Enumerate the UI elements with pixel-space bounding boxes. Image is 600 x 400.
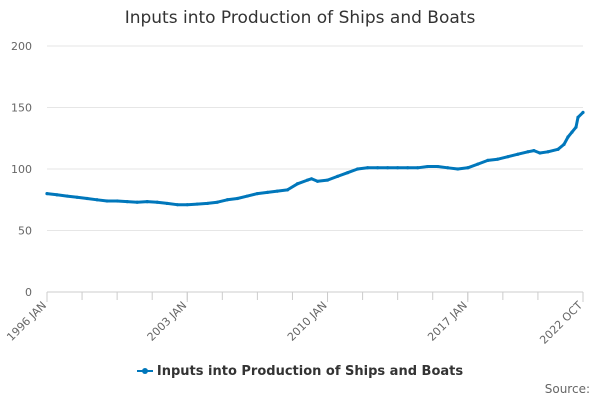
data-point[interactable] [215, 200, 219, 204]
data-point[interactable] [576, 115, 580, 119]
x-tick-label: 2017 JAN [425, 299, 470, 344]
data-point[interactable] [355, 167, 360, 171]
data-point[interactable] [295, 182, 300, 186]
x-tick-label: 2022 OCT [537, 299, 585, 347]
data-point[interactable] [581, 110, 585, 115]
data-point[interactable] [145, 199, 149, 204]
data-point[interactable] [255, 192, 259, 196]
data-point[interactable] [345, 171, 350, 175]
data-point[interactable] [175, 203, 179, 207]
grid-lines [47, 45, 583, 293]
y-tick-label: 200 [11, 40, 32, 53]
data-point[interactable] [285, 188, 290, 192]
data-point[interactable] [416, 166, 420, 170]
data-point[interactable] [95, 198, 99, 202]
data-point[interactable] [305, 178, 310, 182]
data-point[interactable] [466, 166, 470, 170]
data-point[interactable] [225, 198, 229, 202]
x-tick-label: 2010 JAN [285, 299, 330, 344]
data-point[interactable] [426, 164, 430, 169]
data-point[interactable] [386, 166, 390, 170]
data-point[interactable] [566, 135, 570, 139]
data-point[interactable] [325, 178, 330, 182]
data-point[interactable] [556, 147, 560, 151]
data-point[interactable] [574, 125, 578, 129]
data-point[interactable] [155, 200, 159, 204]
data-point[interactable] [265, 190, 270, 194]
data-point[interactable] [75, 195, 79, 199]
legend-line-icon [136, 367, 153, 374]
legend-label: Inputs into Production of Ships and Boat… [156, 364, 464, 379]
data-point[interactable] [538, 151, 542, 155]
data-point[interactable] [235, 196, 239, 201]
data-point[interactable] [125, 199, 129, 204]
data-point[interactable] [486, 158, 490, 162]
data-point[interactable] [526, 150, 530, 154]
y-tick-label: 0 [25, 286, 32, 299]
y-tick-label: 150 [11, 102, 32, 115]
data-point[interactable] [546, 150, 550, 154]
data-point[interactable] [532, 148, 536, 153]
data-point[interactable] [245, 194, 249, 198]
data-point[interactable] [476, 162, 480, 166]
y-axis: 0 50 100 150 200 [11, 40, 32, 299]
x-axis: 1996 JAN 2003 JAN 2010 JAN 2017 JAN 2022 OCT [4, 291, 585, 347]
data-point[interactable] [456, 167, 460, 171]
data-point[interactable] [365, 166, 370, 170]
x-tick-label: 2003 JAN [145, 299, 190, 344]
data-point[interactable] [195, 202, 199, 206]
series-group [45, 110, 585, 207]
data-point[interactable] [205, 201, 209, 206]
data-point[interactable] [496, 157, 500, 161]
data-point[interactable] [396, 166, 400, 170]
chart-title: Inputs into Production of Ships and Boat… [124, 8, 476, 28]
x-tick-label: 1996 JAN [4, 299, 49, 344]
series-line[interactable] [45, 110, 585, 207]
source-link[interactable]: Source: [544, 382, 590, 396]
data-point[interactable] [185, 203, 189, 207]
data-point[interactable] [275, 189, 280, 193]
data-point[interactable] [506, 155, 510, 159]
data-point[interactable] [115, 199, 119, 203]
data-point[interactable] [446, 166, 450, 170]
data-point[interactable] [65, 194, 69, 198]
data-point[interactable] [165, 201, 169, 206]
data-point[interactable] [135, 200, 139, 204]
data-point[interactable] [55, 193, 59, 197]
data-point[interactable] [335, 174, 340, 178]
y-tick-label: 50 [18, 225, 32, 238]
data-point[interactable] [406, 166, 410, 170]
data-point[interactable] [105, 199, 109, 203]
data-point[interactable] [516, 152, 520, 156]
y-tick-label: 100 [11, 163, 32, 176]
data-point[interactable] [376, 166, 380, 170]
data-point[interactable] [309, 177, 314, 181]
data-point[interactable] [85, 196, 89, 201]
data-point[interactable] [45, 192, 49, 196]
data-point[interactable] [436, 164, 440, 169]
data-point[interactable] [570, 130, 574, 134]
data-point[interactable] [315, 179, 320, 183]
data-point[interactable] [562, 142, 566, 146]
legend[interactable]: Inputs into Production of Ships and Boat… [0, 364, 600, 379]
